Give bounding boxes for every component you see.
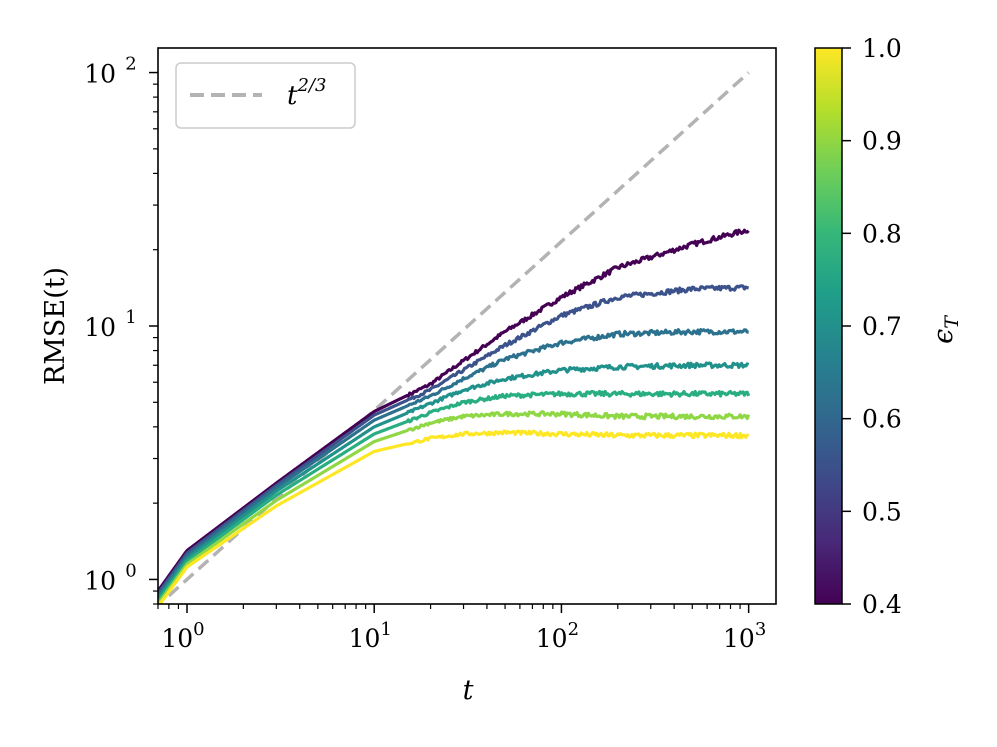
colorbar-tick-label: 0.5 — [862, 497, 902, 526]
legend-label: t2/3 — [287, 75, 326, 111]
y-tick-label: 10 — [84, 566, 116, 595]
x-tick-label: 100 — [161, 619, 204, 653]
legend: t2/3 — [175, 62, 356, 129]
series-line-eps-0.5 — [158, 284, 749, 595]
x-tick-label: 103 — [723, 619, 766, 653]
colorbar-tick-label: 0.4 — [862, 590, 902, 619]
colorbar-tick-label: 0.7 — [862, 312, 902, 341]
series-line-eps-0.7 — [158, 361, 750, 600]
x-tick-label: 101 — [349, 619, 392, 653]
x-tick-label: 102 — [536, 619, 579, 653]
y-tick-label: 10 — [84, 313, 116, 342]
y-axis-label: RMSE(t) — [40, 267, 71, 385]
colorbar-tick-label: 1.0 — [862, 34, 902, 63]
colorbar-tick-label: 0.6 — [862, 405, 902, 434]
y-tick-exponent: 1 — [125, 307, 136, 328]
series-line-eps-0.8 — [158, 389, 751, 603]
y-tick-label: 10 — [84, 60, 116, 89]
colorbar-tick-label: 0.9 — [862, 127, 902, 156]
x-axis-label: t — [463, 675, 474, 706]
x-axis-ticks: 100 101 102 103 — [157, 604, 766, 653]
series-layer — [158, 71, 751, 604]
series-line-eps-0.4 — [158, 228, 750, 592]
colorbar-tick-label: 0.8 — [862, 219, 902, 248]
colorbar-label: ϵT — [928, 315, 963, 344]
y-tick-exponent: 2 — [125, 54, 136, 75]
colorbar-ticks: 0.4 0.5 0.6 0.7 0.8 0.9 1.0 — [842, 34, 902, 619]
colorbar — [814, 47, 843, 605]
y-tick-exponent: 0 — [125, 560, 136, 581]
legend-box — [175, 62, 356, 129]
series-line-eps-0.9 — [158, 410, 751, 604]
series-line-eps-1 — [158, 429, 749, 604]
series-line-eps-0.6 — [158, 328, 749, 597]
y-axis-ticks: 10 0 10 1 10 2 — [84, 54, 158, 605]
